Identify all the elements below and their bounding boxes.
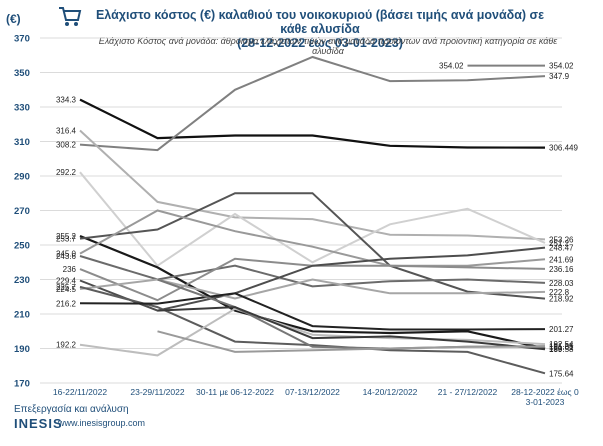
chart-title-line1: Ελάχιστο κόστος (€) καλαθιού του νοικοκυ… [95,8,545,36]
data-label-start: 229.4 [56,277,77,286]
y-axis-unit: (€) [6,12,21,26]
series-line [79,255,546,288]
series-line [79,171,546,268]
data-label-end: 354.02 [549,62,574,71]
x-tick-label: 07-13/12/2022 [285,387,340,397]
series-line [79,292,546,331]
shopping-cart-icon [59,7,82,26]
series-line [79,209,546,267]
footer-processing: Επεξεργασία και ανάλυση [14,404,129,415]
y-tick-label: 270 [14,206,30,217]
data-label-end: 222.8 [549,288,570,297]
x-tick-label: 14-20/12/2022 [363,387,418,397]
y-tick-label: 330 [14,103,30,114]
y-tick-label: 230 [14,275,30,286]
data-label-start: 216.2 [56,299,77,308]
footer-brand: INESIS [14,416,63,431]
y-tick-label: 170 [14,379,30,390]
series-line [79,192,546,300]
data-label-end: 175.64 [549,369,574,378]
data-label-start: 255.2 [56,232,77,241]
data-label-end: 347.9 [549,72,570,81]
series-line [157,306,546,351]
y-tick-label: 310 [14,137,30,148]
y-tick-label: 190 [14,344,30,355]
x-tick-label-line: 28-12-2022 έως 0 [511,387,579,397]
data-label-start: 192.2 [56,341,77,350]
series-line [79,278,546,300]
x-tick-label: 23-29/11/2022 [130,387,184,397]
y-tick-label: 370 [14,34,30,45]
series-line [79,307,546,357]
series-line [79,55,546,152]
data-label-end: 236.16 [549,265,574,274]
data-label-end: 248.47 [549,244,574,253]
footer-website: www.inesisgroup.com [58,418,146,428]
chart-title: Ελάχιστο κόστος (€) καλαθιού του νοικοκυ… [85,8,555,50]
series-line [79,98,546,149]
data-label-end: 228.03 [549,279,574,288]
series-line [79,234,546,350]
x-tick-label: 30-11 με 06-12-2022 [196,387,274,397]
x-tick-label: 21 - 27/12/2022 [438,387,498,397]
data-label-end: 190 [549,345,563,354]
data-label-start: 253.7 [56,235,77,244]
series-line [79,129,546,241]
data-label-end: 189.58 [549,345,574,354]
data-label-start: 236 [63,265,77,274]
x-tick-label: 16-22/11/2022 [53,387,107,397]
data-label-end: 191.35 [549,342,574,351]
series-line [157,330,545,353]
data-label-start: 292.2 [56,168,77,177]
series-line [79,285,546,375]
data-label-start: 354.02 [439,62,464,71]
data-label-start: 334.3 [56,96,77,105]
y-tick-label: 250 [14,241,30,252]
data-label-start: 224.5 [56,285,77,294]
data-label-end: 192.54 [549,340,574,349]
data-label-start: 225.7 [56,283,77,292]
data-label-start: 316.4 [56,126,77,135]
chart-subtitle: Ελάχιστο Κόστος ανά μονάδα: άθροισμα ελά… [98,36,558,56]
data-label-end: 253.26 [549,235,574,244]
data-label-start: 243.6 [56,252,77,261]
y-tick-label: 210 [14,310,30,321]
x-tick-label-line: 3-01-2023 [526,397,565,407]
data-label-start: 308.2 [56,141,77,150]
x-tick-label: 28-12-2022 έως 0 3-01-2023 [511,387,579,407]
data-label-start: 245.0 [56,250,77,259]
data-label-end: 218.92 [549,295,574,304]
y-tick-label: 350 [14,68,30,79]
chart-title-line2: (28-12-2022 έως 03-01-2023) [237,36,403,50]
y-tick-label: 290 [14,172,30,183]
data-label-end: 241.69 [549,255,574,264]
data-label-end: 191.01 [549,343,574,352]
data-label-end: 306.449 [549,144,578,153]
data-label-end: 251.2 [549,239,570,248]
data-label-end: 201.27 [549,325,574,334]
